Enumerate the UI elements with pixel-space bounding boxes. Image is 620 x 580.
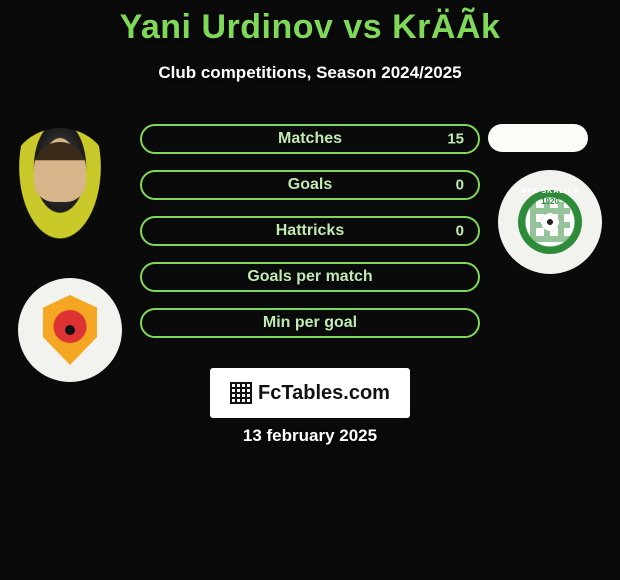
stat-row-goals-per-match: Goals per match: [140, 262, 480, 292]
subtitle: Club competitions, Season 2024/2025: [0, 63, 620, 83]
stat-row-matches: Matches 15: [140, 124, 480, 154]
skalica-crest-icon: MFK SKALICA 1920: [518, 190, 582, 254]
stat-value: 15: [447, 131, 464, 148]
brand-badge[interactable]: FcTables.com: [210, 368, 410, 418]
stat-row-hattricks: Hattricks 0: [140, 216, 480, 246]
crest-year: 1920: [541, 197, 559, 206]
stat-value: 0: [456, 177, 464, 194]
stat-label: Hattricks: [276, 222, 344, 240]
player-right-photo: [488, 124, 588, 152]
brand-text: FcTables.com: [258, 382, 390, 405]
stat-label: Goals: [288, 176, 332, 194]
player-left-photo: [8, 128, 112, 258]
player-left-club-crest: [18, 278, 122, 382]
page-title: Yani Urdinov vs KrÄÃk: [0, 8, 620, 47]
player-right-club-crest: MFK SKALICA 1920: [498, 170, 602, 274]
stat-label: Min per goal: [263, 314, 357, 332]
stat-label: Matches: [278, 130, 342, 148]
stat-value: 0: [456, 223, 464, 240]
ball-icon: [541, 213, 559, 231]
date-label: 13 february 2025: [0, 426, 620, 446]
stat-row-goals: Goals 0: [140, 170, 480, 200]
crest-text: MFK SKALICA: [520, 188, 579, 195]
stat-label: Goals per match: [247, 268, 372, 286]
stats-list: Matches 15 Goals 0 Hattricks 0 Goals per…: [140, 124, 480, 354]
ruzomberok-crest-icon: [40, 295, 100, 365]
stat-row-min-per-goal: Min per goal: [140, 308, 480, 338]
fctables-logo-icon: [230, 382, 252, 404]
